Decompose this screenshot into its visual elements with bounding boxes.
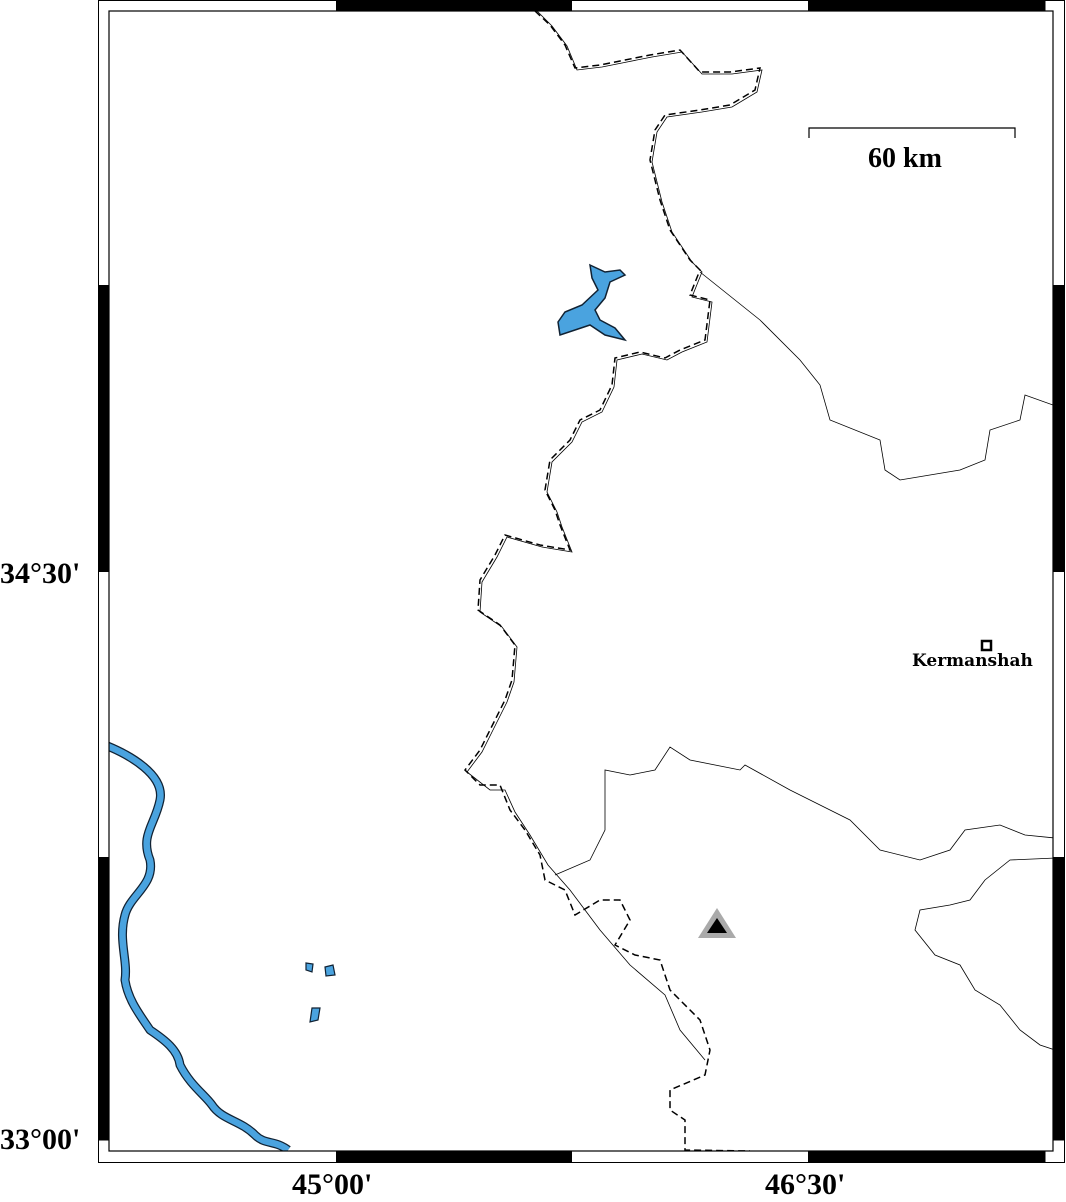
province-boundary bbox=[699, 271, 1053, 481]
international-border bbox=[464, 11, 761, 1151]
square-icon bbox=[980, 639, 993, 652]
island bbox=[305, 962, 314, 973]
province-boundaries bbox=[466, 11, 1053, 1061]
river-fill bbox=[109, 743, 290, 1151]
city-label-clip: Kermanshah bbox=[109, 640, 1053, 680]
scale-bar bbox=[808, 127, 1016, 138]
scale-bar-label: 60 km bbox=[868, 143, 942, 174]
triangle-icon-inner bbox=[707, 918, 727, 933]
island bbox=[309, 1007, 321, 1023]
lake bbox=[557, 263, 628, 342]
lon-label-46-30: 46°30' bbox=[765, 1168, 846, 1201]
province-boundary bbox=[466, 11, 763, 1061]
province-boundary bbox=[914, 857, 1053, 1050]
province-boundary bbox=[554, 746, 1053, 876]
map-frame bbox=[98, 0, 1065, 1163]
lon-label-45-00: 45°00' bbox=[292, 1168, 373, 1201]
lat-label-33-00: 33°00' bbox=[0, 1123, 81, 1156]
lat-label-34-30: 34°30' bbox=[0, 557, 81, 590]
island bbox=[324, 964, 336, 977]
city-label-kermanshah: Kermanshah bbox=[912, 651, 1033, 671]
